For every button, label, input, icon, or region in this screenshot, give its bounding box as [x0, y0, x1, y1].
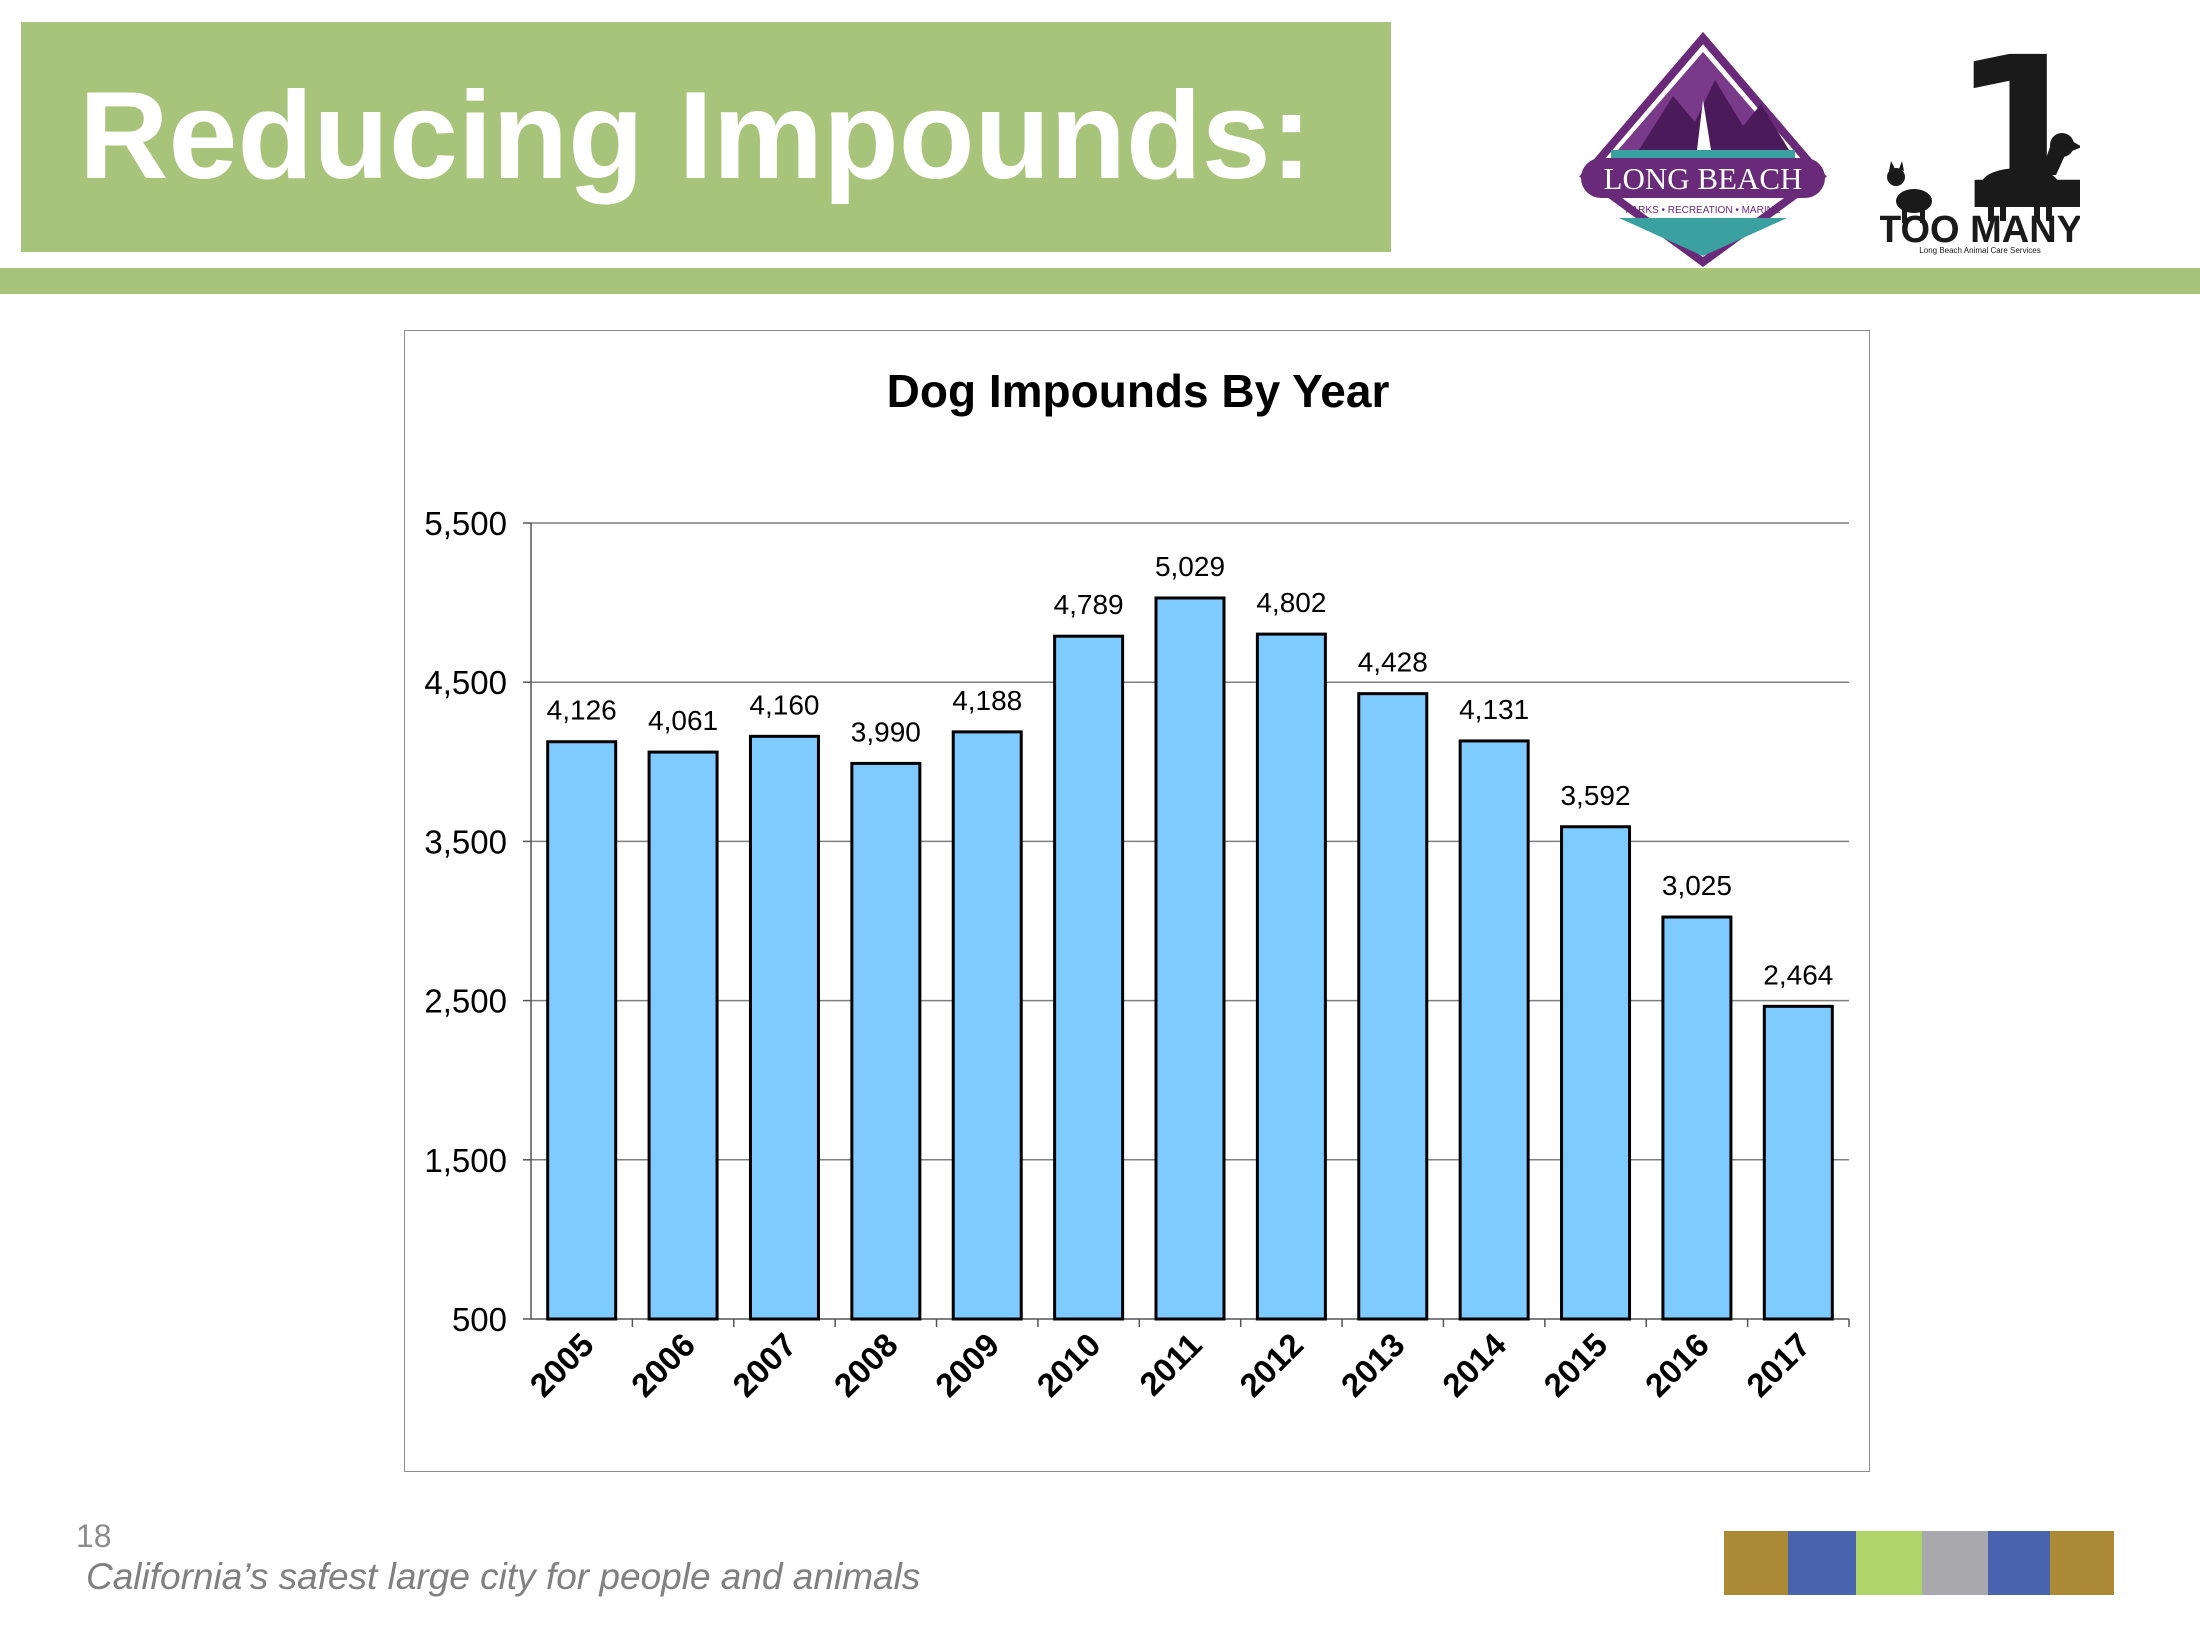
- data-label: 3,592: [1560, 780, 1630, 811]
- one-too-many-name: TOO MANY: [1880, 209, 2080, 251]
- cat-silhouette-icon: [1887, 161, 1932, 223]
- footer-tagline: California’s safest large city for peopl…: [86, 1556, 921, 1597]
- bar: [1458, 739, 1530, 1321]
- x-tick-label: 2017: [1739, 1326, 1817, 1404]
- x-tick-label: 2015: [1536, 1326, 1614, 1404]
- y-tick-label: 2,500: [424, 983, 507, 1020]
- bar: [748, 734, 820, 1321]
- x-tick-label: 2010: [1029, 1326, 1107, 1404]
- data-label: 3,990: [851, 716, 921, 747]
- data-label: 4,131: [1459, 694, 1529, 725]
- bar: [1762, 1004, 1834, 1321]
- footer-swatch: [1856, 1531, 1922, 1595]
- bar: [1154, 596, 1226, 1321]
- dog-silhouette-icon: [1982, 133, 2080, 221]
- bar: [1255, 632, 1327, 1321]
- y-tick-label: 4,500: [424, 664, 507, 701]
- footer-swatch: [1988, 1531, 2050, 1595]
- long-beach-logo-name: LONG BEACH: [1604, 161, 1803, 196]
- chart-frame: Dog Impounds By Year 500 1,500 2,500 3,500 4,…: [404, 330, 1870, 1472]
- data-label: 5,029: [1155, 551, 1225, 582]
- bar: [647, 750, 719, 1321]
- y-tick-label: 500: [452, 1301, 507, 1338]
- y-tick-label: 1,500: [424, 1142, 507, 1179]
- data-label: 4,802: [1256, 587, 1326, 618]
- x-tick-label: 2011: [1132, 1326, 1209, 1403]
- footer-swatch: [1724, 1531, 1788, 1595]
- x-tick-label: 2014: [1435, 1325, 1514, 1404]
- one-too-many-sub: Long Beach Animal Care Services: [1919, 246, 2040, 255]
- footer-swatch: [2050, 1531, 2114, 1595]
- data-label: 4,061: [648, 705, 718, 736]
- x-tick-label: 2007: [725, 1326, 803, 1404]
- data-label: 4,160: [749, 689, 819, 720]
- data-label: 4,789: [1054, 589, 1124, 620]
- y-tick-label: 3,500: [424, 823, 507, 860]
- y-tick-label: 5,500: [424, 505, 507, 542]
- bar: [1560, 825, 1632, 1321]
- page-number: 18: [76, 1518, 112, 1554]
- x-tick-label: 2016: [1638, 1326, 1716, 1404]
- x-tick-label: 2005: [523, 1326, 601, 1404]
- bar: [1661, 915, 1733, 1321]
- slide-title: Reducing Impounds:: [79, 67, 1313, 205]
- data-label: 4,428: [1358, 647, 1428, 678]
- footer-swatch: [1788, 1531, 1856, 1595]
- bar: [1053, 634, 1125, 1321]
- x-tick-label: 2009: [928, 1326, 1006, 1404]
- data-label: 3,025: [1662, 870, 1732, 901]
- x-tick-label: 2008: [827, 1326, 905, 1404]
- data-label: 4,126: [547, 695, 617, 726]
- chart-title: Dog Impounds By Year: [887, 365, 1390, 417]
- long-beach-logo: LONG BEACH PARKS • RECREATION • MARINE: [1575, 30, 1831, 270]
- x-tick-label: 2006: [624, 1326, 702, 1404]
- header-rule: [0, 268, 2200, 294]
- x-tick-label: 2013: [1334, 1326, 1412, 1404]
- bar: [1357, 692, 1429, 1321]
- bar: [546, 740, 618, 1321]
- bar-chart: Dog Impounds By Year 500 1,500 2,500 3,500 4,…: [424, 365, 1850, 1404]
- bar: [951, 730, 1023, 1321]
- footer-swatch: [1922, 1531, 1988, 1595]
- bar: [850, 761, 922, 1321]
- data-label: 4,188: [952, 685, 1022, 716]
- data-label: 2,464: [1763, 959, 1833, 990]
- title-banner: Reducing Impounds:: [21, 22, 1391, 252]
- footer-color-swatches: [1724, 1531, 2114, 1595]
- long-beach-logo-sub: PARKS • RECREATION • MARINE: [1626, 205, 1781, 216]
- x-tick-label: 2012: [1232, 1326, 1310, 1404]
- one-too-many-logo: 1 TOO MANY Long Beach Animal Care Servic…: [1880, 25, 2080, 255]
